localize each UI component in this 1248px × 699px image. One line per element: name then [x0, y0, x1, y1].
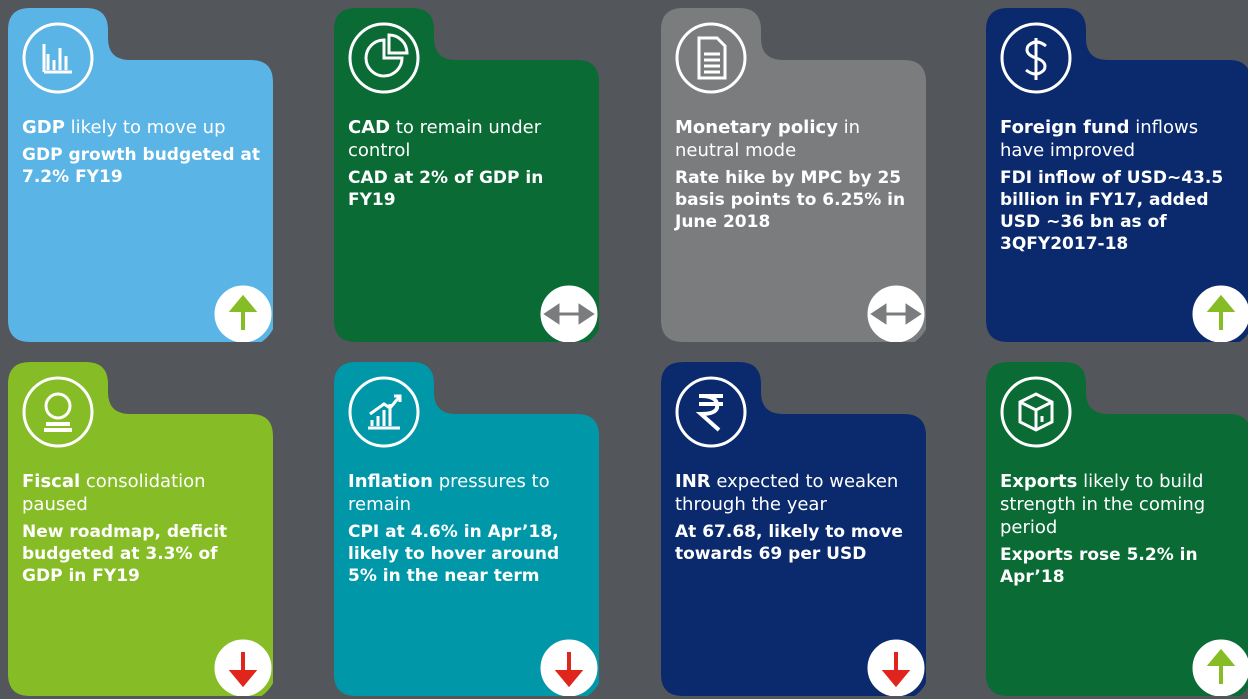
card: INR expected to weaken through the year A…	[661, 362, 926, 696]
icon	[1025, 38, 1047, 80]
card: Inflation pressures to remain CPI at 4.6%…	[334, 362, 599, 696]
card-text: Fiscal consolidation paused New roadmap, …	[22, 470, 262, 587]
icon-ring	[675, 376, 747, 448]
card: Fiscal consolidation paused New roadmap, …	[8, 362, 273, 696]
card-shape	[661, 362, 926, 696]
card-detail: At 67.68, likely to move towards 69 per …	[675, 522, 903, 564]
card-heading: Inflation pressures to remain	[348, 470, 588, 516]
card-shape	[334, 362, 599, 696]
card-heading: Fiscal consolidation paused	[22, 470, 262, 516]
icon	[697, 36, 727, 80]
card-shape	[334, 8, 599, 342]
card-text: Inflation pressures to remain CPI at 4.6%…	[348, 470, 588, 587]
lead: Monetary policy	[675, 117, 838, 138]
icon	[368, 394, 402, 430]
icon-ring	[22, 22, 94, 94]
heading-text: likely to move up	[70, 117, 226, 138]
lead: CAD	[348, 117, 391, 138]
card-heading: Exports likely to build strength in the …	[1000, 470, 1240, 539]
card-heading: Monetary policy in neutral mode	[675, 116, 915, 162]
icon-ring	[675, 22, 747, 94]
card: GDP likely to move up GDP growth budgeted…	[8, 8, 273, 342]
trend-arrow	[228, 652, 258, 688]
card: Monetary policy in neutral mode Rate hike…	[661, 8, 926, 342]
lead: Inflation	[348, 471, 433, 492]
card-shape	[8, 362, 273, 696]
card: Foreign fund inflows have improved FDI in…	[986, 8, 1248, 342]
card-text: CAD to remain under control CAD at 2% of …	[348, 116, 588, 211]
icon-ring	[1000, 376, 1072, 448]
card-text: Foreign fund inflows have improved FDI in…	[1000, 116, 1240, 255]
card-shape	[661, 8, 926, 342]
card-detail: Exports rose 5.2% in Apr’18	[1000, 545, 1198, 587]
trend-arrow	[870, 303, 922, 325]
icon	[1018, 392, 1054, 432]
trend-arrow	[228, 294, 258, 330]
card-detail: CAD at 2% of GDP in FY19	[348, 168, 544, 210]
trend-arrow	[543, 303, 595, 325]
card-heading: GDP likely to move up	[22, 116, 262, 139]
icon-ring	[348, 376, 420, 448]
card-detail: CPI at 4.6% in Apr’18, likely to hover a…	[348, 522, 560, 586]
icon-ring	[1000, 22, 1072, 94]
card-heading: INR expected to weaken through the year	[675, 470, 915, 516]
card: Exports likely to build strength in the …	[986, 362, 1248, 696]
lead: Foreign fund	[1000, 117, 1130, 138]
lead: GDP	[22, 117, 65, 138]
card-shape	[986, 8, 1248, 342]
icon	[42, 44, 72, 74]
card-heading: Foreign fund inflows have improved	[1000, 116, 1240, 162]
icon-ring	[22, 376, 94, 448]
heading-text: inflows have improved	[1000, 117, 1199, 161]
card-heading: CAD to remain under control	[348, 116, 588, 162]
lead: Exports	[1000, 471, 1078, 492]
card-detail: New roadmap, deficit budgeted at 3.3% of…	[22, 522, 228, 586]
card-detail: Rate hike by MPC by 25 basis points to 6…	[675, 168, 906, 232]
card-text: Exports likely to build strength in the …	[1000, 470, 1240, 588]
heading-text: likely to build strength in the coming p…	[1000, 471, 1206, 538]
card-detail: FDI inflow of USD~43.5 billion in FY17, …	[1000, 168, 1224, 254]
icon-ring	[348, 22, 420, 94]
card-shape	[986, 362, 1248, 696]
heading-text: consolidation paused	[22, 471, 206, 515]
card: CAD to remain under control CAD at 2% of …	[334, 8, 599, 342]
card-text: Monetary policy in neutral mode Rate hike…	[675, 116, 915, 233]
trend-arrow	[1206, 648, 1236, 684]
lead: Fiscal	[22, 471, 81, 492]
heading-text: expected to weaken through the year	[675, 471, 899, 515]
card-detail: GDP growth budgeted at 7.2% FY19	[22, 145, 261, 187]
lead: INR	[675, 471, 711, 492]
trend-arrow	[1206, 294, 1236, 330]
heading-text: pressures to remain	[348, 471, 550, 515]
card-shape	[8, 8, 273, 342]
heading-text: to remain under control	[348, 117, 542, 161]
icon	[44, 392, 72, 432]
trend-arrow	[881, 652, 911, 688]
heading-text: in neutral mode	[675, 117, 861, 161]
card-text: GDP likely to move up GDP growth budgeted…	[22, 116, 262, 188]
card-text: INR expected to weaken through the year A…	[675, 470, 915, 565]
icon	[695, 394, 723, 432]
trend-arrow	[554, 652, 584, 688]
icon	[364, 33, 409, 78]
